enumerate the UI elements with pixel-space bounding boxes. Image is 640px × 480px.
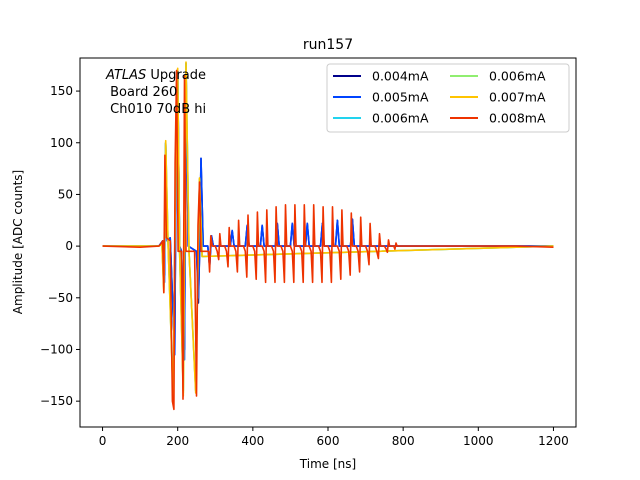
x-tick-label: 1200 (538, 434, 569, 448)
y-tick-label: −100 (40, 342, 73, 356)
y-tick-label: −150 (40, 394, 73, 408)
annotation-line-2: Board 260 (106, 85, 177, 100)
annotation-atlas: ATLAS (105, 68, 146, 83)
legend: 0.004mA 0.005mA 0.006mA 0.006mA 0.007mA 0.008… (327, 64, 569, 132)
x-axis-label: Time [ns] (299, 457, 356, 471)
x-tick-label: 400 (241, 434, 264, 448)
legend-label: 0.007mA (489, 90, 546, 105)
y-tick-label: 50 (58, 187, 73, 201)
legend-label: 0.006mA (489, 69, 546, 84)
annotation-line-3: Ch010 70dB hi (106, 102, 206, 117)
x-axis: 0 200 400 600 800 1000 1200 (99, 427, 569, 448)
y-axis-label: Amplitude [ADC counts] (11, 170, 25, 314)
annotation-upgrade: Upgrade (146, 68, 206, 83)
y-tick-label: 0 (65, 239, 73, 253)
legend-label: 0.008mA (489, 111, 546, 126)
x-tick-label: 600 (317, 434, 340, 448)
chart-title: run157 (303, 37, 353, 53)
y-tick-label: 150 (50, 84, 73, 98)
legend-label: 0.004mA (372, 69, 429, 84)
annotation-line-1: ATLAS Upgrade (105, 68, 206, 83)
y-tick-label: 100 (50, 136, 73, 150)
x-tick-label: 0 (99, 434, 107, 448)
y-axis: −150 −100 −50 0 50 100 150 (40, 84, 80, 408)
x-tick-label: 800 (392, 434, 415, 448)
x-tick-label: 1000 (463, 434, 494, 448)
chart: run157 0 200 400 600 800 1000 1200 −150−100−50… (0, 0, 640, 480)
x-tick-label: 200 (166, 434, 189, 448)
y-tick-label: −50 (48, 291, 73, 305)
legend-label: 0.006mA (372, 111, 429, 126)
legend-label: 0.005mA (372, 90, 429, 105)
